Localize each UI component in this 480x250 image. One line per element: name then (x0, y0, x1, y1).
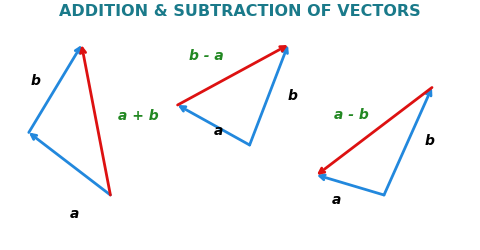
Text: ADDITION & SUBTRACTION OF VECTORS: ADDITION & SUBTRACTION OF VECTORS (59, 4, 421, 19)
Text: b: b (288, 89, 298, 103)
Text: b: b (425, 134, 434, 148)
Text: a - b: a - b (334, 108, 368, 122)
Text: a: a (70, 206, 79, 220)
Text: b: b (31, 74, 41, 88)
Text: b - a: b - a (189, 49, 224, 63)
Text: a + b: a + b (118, 109, 158, 123)
Text: a: a (214, 124, 223, 138)
Text: a: a (331, 193, 341, 207)
